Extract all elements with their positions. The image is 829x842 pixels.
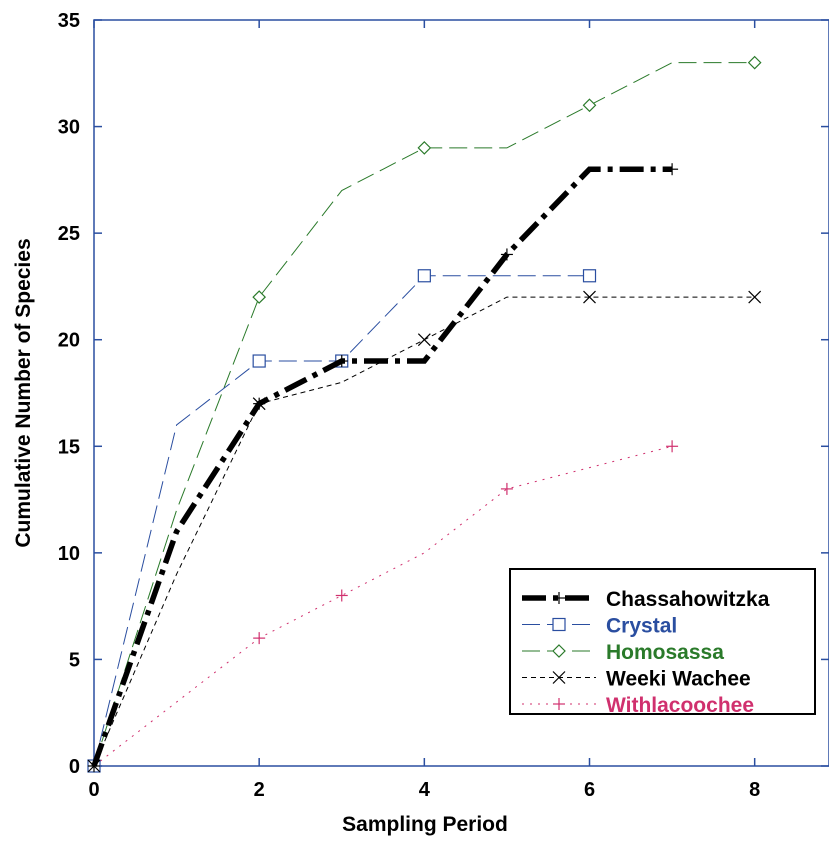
data-point [583,290,596,304]
series-chassahowitzka [88,163,679,772]
legend-entry: Crystal [522,615,677,638]
y-tick-label: 30 [58,117,80,139]
legend-marker [553,698,565,710]
legend-marker [552,644,566,658]
y-tick-label: 10 [58,543,80,565]
legend-entry: Weeki Wachee [522,668,751,691]
data-point [88,760,100,772]
data-point [666,440,679,453]
legend-marker [552,671,566,684]
series-line [93,445,673,767]
y-tick-label: 0 [69,756,80,778]
y-tick-label: 25 [58,223,80,245]
x-axis-title: Sampling Period [342,813,508,836]
series-layer [87,55,762,773]
y-tick-label: 15 [58,436,80,458]
data-point [500,482,513,495]
x-tick-label: 4 [419,779,431,801]
data-point [335,355,348,368]
data-point [417,269,431,283]
y-axis-title: Cumulative Number of Species [12,238,35,547]
x-tick-label: 0 [88,779,99,801]
data-point [253,632,266,645]
x-tick-label: 8 [749,779,760,801]
legend-label: Crystal [606,615,677,638]
data-point [252,290,267,304]
data-point [582,98,597,113]
legend-marker [553,592,565,604]
legend: Chassahowitzka Crystal Homosassa Weeki Wach… [509,568,816,717]
legend-label: Weeki Wachee [606,668,751,691]
legend-label: Withlacoochee [606,694,754,717]
data-point [335,589,348,602]
tick-labels: 0 2 4 6 8 0 5 10 15 20 25 30 35 [58,10,760,801]
data-point [252,354,266,368]
legend-marker [552,617,566,632]
series-line [91,166,673,767]
data-point [582,269,597,283]
legend-entry: Homosassa [522,641,724,664]
x-tick-label: 6 [584,779,595,801]
plot-frame [93,19,829,767]
data-point [747,55,762,70]
legend-label: Homosassa [606,641,724,664]
legend-label: Chassahowitzka [606,588,770,611]
y-tick-label: 20 [58,330,80,352]
data-point [666,163,679,176]
y-tick-label: 35 [58,10,80,32]
data-point [748,290,762,304]
data-point [417,333,431,347]
legend-entry: Withlacoochee [522,694,754,717]
legend-box [509,568,816,715]
data-point [417,141,432,155]
x-tick-label: 2 [254,779,265,801]
data-point [253,397,266,410]
y-tick-label: 5 [69,649,80,671]
data-point [500,248,513,261]
legend-entry: Chassahowitzka [522,588,770,611]
